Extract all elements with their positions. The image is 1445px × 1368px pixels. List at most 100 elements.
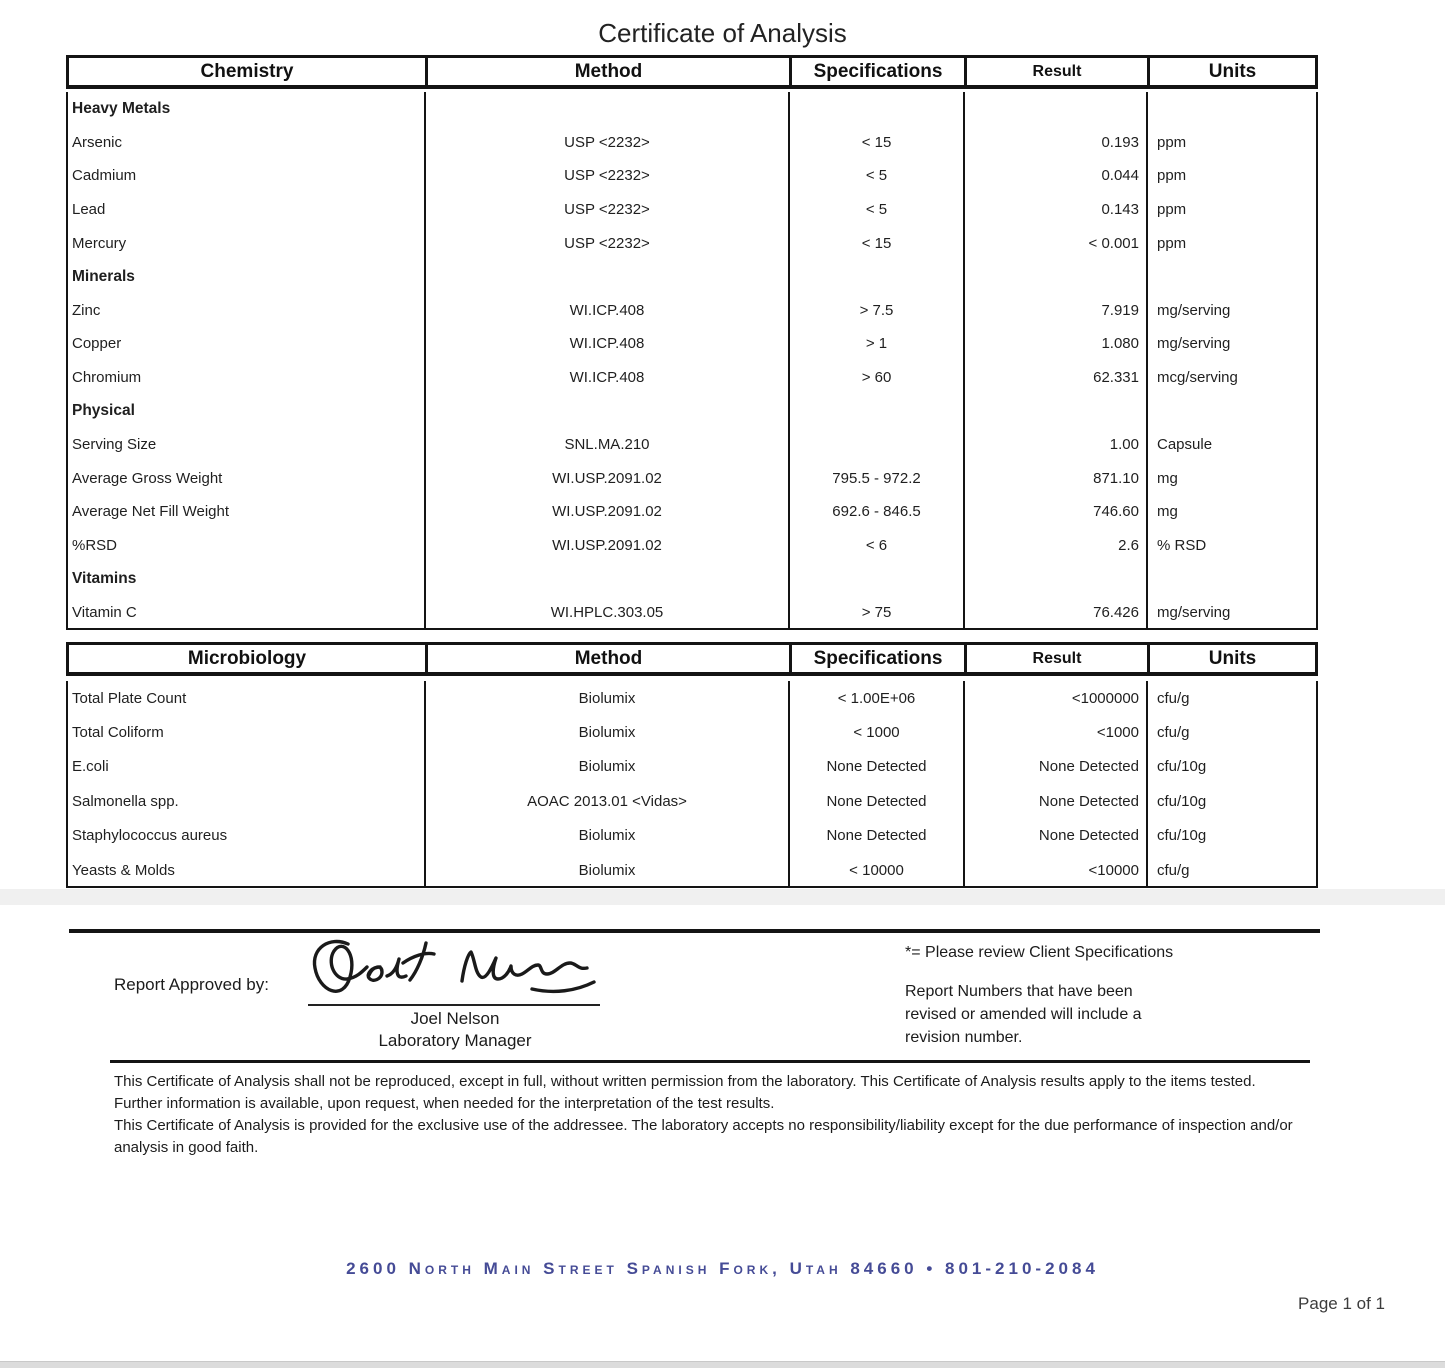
units-cell bbox=[1146, 259, 1316, 294]
method-cell: Biolumix bbox=[424, 715, 788, 750]
method-cell: Biolumix bbox=[424, 681, 788, 716]
method-cell: Biolumix bbox=[424, 749, 788, 785]
method-header-cell: Method bbox=[425, 645, 789, 672]
spec-cell: > 1 bbox=[788, 327, 963, 361]
spec-cell: < 5 bbox=[788, 192, 963, 227]
units-cell: ppm bbox=[1146, 159, 1316, 193]
method-cell: USP <2232> bbox=[424, 226, 788, 260]
spec-cell: None Detected bbox=[788, 749, 963, 785]
lab-address: 2600 North Main Street Spanish Fork, Uta… bbox=[346, 1259, 1099, 1278]
analyte-cell: Chromium bbox=[72, 369, 142, 387]
units-cell: cfu/10g bbox=[1146, 818, 1316, 853]
signer-title: Laboratory Manager bbox=[378, 1031, 532, 1050]
method-cell: Biolumix bbox=[424, 852, 788, 888]
spec-cell: < 1000 bbox=[788, 715, 963, 750]
units-cell bbox=[1146, 562, 1316, 596]
horizontal-rule-thick bbox=[69, 929, 1320, 933]
method-cell bbox=[424, 92, 788, 126]
spec-cell: < 15 bbox=[788, 226, 963, 260]
spec-cell: < 15 bbox=[788, 125, 963, 160]
method-cell: WI.ICP.408 bbox=[424, 293, 788, 328]
method-cell: WI.ICP.408 bbox=[424, 327, 788, 361]
method-cell: WI.HPLC.303.05 bbox=[424, 595, 788, 630]
units-cell: % RSD bbox=[1146, 528, 1316, 563]
analyte-cell: Total Coliform bbox=[72, 724, 164, 742]
spec-cell: > 75 bbox=[788, 595, 963, 630]
specifications-header-cell: Specifications bbox=[789, 58, 964, 85]
spec-cell bbox=[788, 92, 963, 126]
method-cell: AOAC 2013.01 <Vidas> bbox=[424, 784, 788, 819]
units-cell: ppm bbox=[1146, 226, 1316, 260]
analyte-cell: Staphylococcus aureus bbox=[72, 827, 228, 845]
units-cell: mg bbox=[1146, 495, 1316, 529]
chemistry-table-body: Heavy Metals Arsenic USP <2232> < 15 0.193 pp… bbox=[66, 92, 1318, 630]
spec-cell bbox=[788, 259, 963, 294]
analyte-cell: Zinc bbox=[72, 301, 101, 319]
method-header-cell: Method bbox=[425, 58, 789, 85]
revision-note: Report Numbers that have been revised or… bbox=[905, 983, 1142, 1046]
analyte-cell: Average Net Fill Weight bbox=[72, 503, 230, 521]
method-cell: USP <2232> bbox=[424, 192, 788, 227]
analyte-cell: Arsenic bbox=[72, 133, 123, 151]
method-cell: SNL.MA.210 bbox=[424, 427, 788, 462]
units-cell: cfu/10g bbox=[1146, 749, 1316, 785]
spec-cell: None Detected bbox=[788, 818, 963, 853]
analyte-cell: Salmonella spp. bbox=[72, 792, 179, 810]
units-cell: mg/serving bbox=[1146, 293, 1316, 328]
result-cell: 0.193 bbox=[963, 125, 1146, 160]
client-specifications-note: *= Please review Client Specifications bbox=[905, 944, 1174, 961]
method-cell: Biolumix bbox=[424, 818, 788, 853]
units-header-cell: Units bbox=[1147, 58, 1315, 85]
result-cell: 871.10 bbox=[963, 461, 1146, 496]
spec-cell: 795.5 - 972.2 bbox=[788, 461, 963, 496]
page-title: Certificate of Analysis bbox=[598, 18, 847, 48]
analyte-cell: Heavy Metals bbox=[72, 99, 171, 117]
result-cell: 1.080 bbox=[963, 327, 1146, 361]
analyte-cell: Vitamins bbox=[72, 570, 137, 588]
result-cell: 7.919 bbox=[963, 293, 1146, 328]
method-cell bbox=[424, 562, 788, 596]
units-cell: mg/serving bbox=[1146, 327, 1316, 361]
result-cell bbox=[963, 259, 1146, 294]
analyte-cell: Minerals bbox=[72, 267, 135, 285]
units-cell: cfu/g bbox=[1146, 852, 1316, 888]
method-cell: WI.USP.2091.02 bbox=[424, 495, 788, 529]
units-cell: mg bbox=[1146, 461, 1316, 496]
units-cell: cfu/g bbox=[1146, 715, 1316, 750]
result-cell bbox=[963, 92, 1146, 126]
spec-cell: < 1.00E+06 bbox=[788, 681, 963, 716]
analyte-cell: Vitamin C bbox=[72, 604, 137, 622]
result-cell: <10000 bbox=[963, 852, 1146, 888]
signer-name: Joel Nelson bbox=[410, 1009, 500, 1028]
units-header-cell: Units bbox=[1147, 645, 1315, 672]
disclaimer-paragraph-1: This Certificate of Analysis shall not b… bbox=[114, 1073, 1256, 1112]
result-cell: <1000000 bbox=[963, 681, 1146, 716]
microbiology-table-body: Total Plate Count Biolumix < 1.00E+06 <1000… bbox=[66, 681, 1318, 888]
method-cell: WI.ICP.408 bbox=[424, 360, 788, 395]
spec-cell: 692.6 - 846.5 bbox=[788, 495, 963, 529]
result-cell: None Detected bbox=[963, 749, 1146, 785]
chemistry-header-cell: Chemistry bbox=[200, 60, 294, 82]
report-approved-by-label: Report Approved by: bbox=[114, 975, 269, 994]
spec-cell: < 10000 bbox=[788, 852, 963, 888]
result-cell: 2.6 bbox=[963, 528, 1146, 563]
analyte-cell: E.coli bbox=[72, 758, 109, 776]
microbiology-header-cell: Microbiology bbox=[187, 647, 307, 669]
spec-cell: > 7.5 bbox=[788, 293, 963, 328]
signature-line bbox=[308, 1004, 600, 1006]
disclaimer-text: This Certificate of Analysis shall not b… bbox=[114, 1071, 1299, 1159]
method-cell: WI.USP.2091.02 bbox=[424, 461, 788, 496]
analyte-cell: Cadmium bbox=[72, 167, 137, 185]
units-cell bbox=[1146, 394, 1316, 428]
result-cell: 746.60 bbox=[963, 495, 1146, 529]
microbiology-table-header: Microbiology Method Specifications Resul… bbox=[66, 642, 1318, 676]
result-cell: 0.044 bbox=[963, 159, 1146, 193]
disclaimer-paragraph-2: This Certificate of Analysis is provided… bbox=[114, 1117, 1293, 1156]
result-cell: <1000 bbox=[963, 715, 1146, 750]
result-header-cell: Result bbox=[964, 58, 1147, 85]
analyte-cell: Physical bbox=[72, 402, 135, 420]
result-cell: None Detected bbox=[963, 818, 1146, 853]
chemistry-table-header: Chemistry Method Specifications Result U… bbox=[66, 55, 1318, 89]
units-cell bbox=[1146, 92, 1316, 126]
